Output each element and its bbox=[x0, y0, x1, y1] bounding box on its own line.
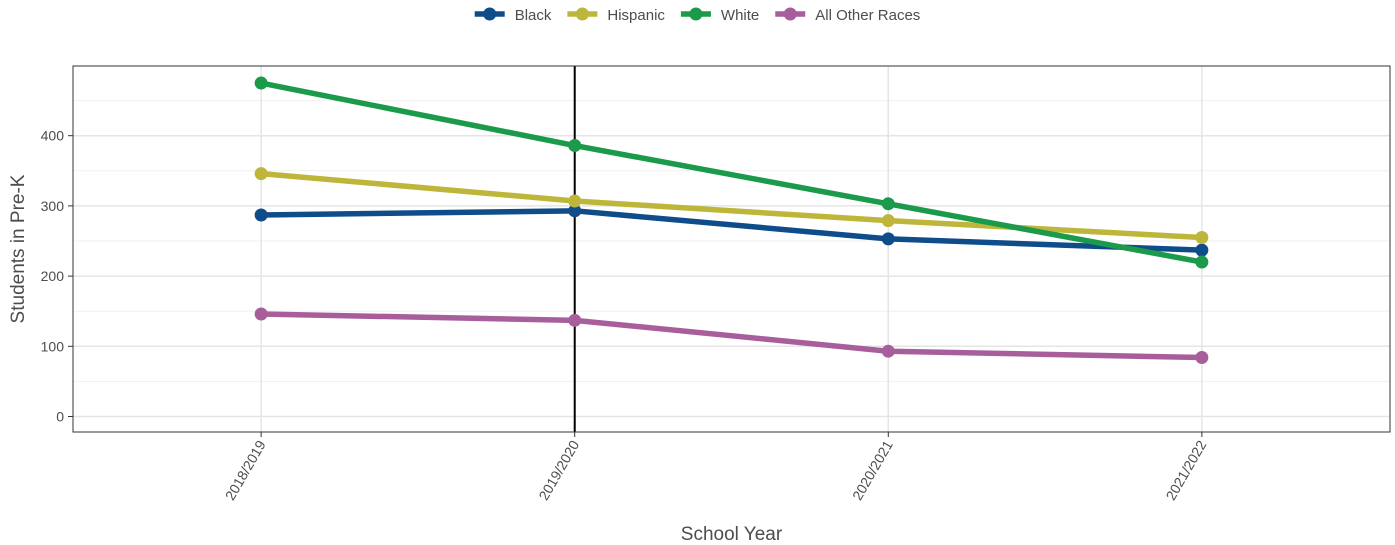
data-point bbox=[568, 204, 582, 218]
legend-key-point bbox=[783, 7, 797, 21]
x-tick-label: 2019/2020 bbox=[535, 437, 582, 502]
data-point bbox=[881, 232, 895, 246]
legend-label: All Other Races bbox=[815, 7, 920, 24]
legend-key bbox=[775, 7, 806, 21]
legend-label: White bbox=[721, 7, 759, 24]
legend: Black Hispanic White All Other Races bbox=[474, 7, 920, 24]
legend-key bbox=[567, 7, 598, 21]
series-line bbox=[261, 311, 1202, 361]
legend-label: Black bbox=[515, 7, 552, 24]
legend-label: Hispanic bbox=[607, 7, 665, 24]
data-point bbox=[1195, 243, 1209, 257]
series-line bbox=[260, 80, 1203, 265]
series-all-other-races bbox=[254, 307, 1209, 365]
data-point bbox=[881, 344, 895, 358]
y-tick-label: 400 bbox=[41, 128, 65, 144]
legend-key-point bbox=[483, 7, 497, 21]
series-white bbox=[254, 76, 1209, 269]
data-point bbox=[568, 139, 582, 153]
plot-border bbox=[72, 65, 1391, 433]
y-tick-label: 0 bbox=[56, 409, 64, 425]
x-axis-title: School Year bbox=[681, 524, 783, 545]
data-point bbox=[881, 197, 895, 211]
legend-key-point bbox=[575, 7, 589, 21]
series-group bbox=[254, 76, 1209, 365]
x-tick-label: 2020/2021 bbox=[849, 437, 896, 502]
series-line bbox=[261, 208, 1202, 253]
x-tick-label: 2018/2019 bbox=[222, 437, 269, 502]
data-point bbox=[1195, 255, 1209, 269]
data-point bbox=[881, 214, 895, 228]
data-point bbox=[568, 313, 582, 327]
data-point bbox=[254, 167, 268, 181]
series-black bbox=[254, 204, 1209, 257]
x-axis: 2018/2019 2019/2020 2020/2021 2021/2022 bbox=[222, 432, 1210, 503]
grid-lines bbox=[73, 66, 1390, 432]
data-point bbox=[254, 208, 268, 222]
data-point bbox=[1195, 230, 1209, 244]
series-line bbox=[260, 170, 1203, 241]
y-tick-label: 200 bbox=[41, 268, 65, 284]
legend-key bbox=[680, 7, 711, 21]
y-axis: 0 100 200 300 400 bbox=[41, 128, 73, 425]
data-point bbox=[1195, 351, 1209, 365]
data-point bbox=[254, 307, 268, 321]
data-point bbox=[254, 76, 268, 90]
legend-key-point bbox=[689, 7, 703, 21]
y-tick-label: 100 bbox=[41, 338, 65, 354]
legend-key bbox=[474, 7, 505, 21]
x-tick-label: 2021/2022 bbox=[1163, 437, 1210, 502]
series-hispanic bbox=[254, 167, 1209, 244]
data-point bbox=[568, 194, 582, 208]
y-tick-label: 300 bbox=[41, 198, 65, 214]
y-axis-title: Students in Pre-K bbox=[8, 174, 29, 323]
